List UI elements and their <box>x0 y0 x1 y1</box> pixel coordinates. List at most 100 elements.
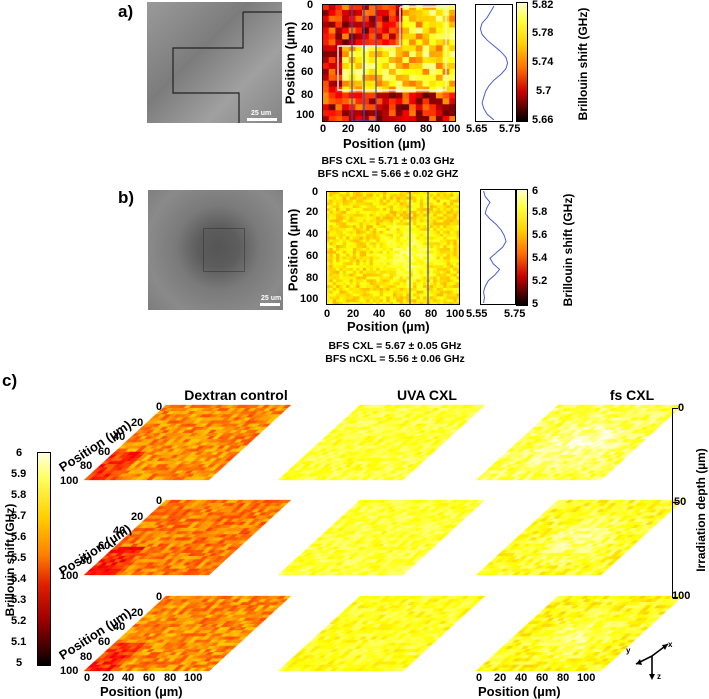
heatmap-b-cell <box>429 222 434 226</box>
heatmap-b-cell <box>389 299 394 303</box>
heatmap-b-cell <box>332 248 337 252</box>
c-r1-ytick-2: 40 <box>113 431 126 443</box>
heatmap-a-cell <box>415 116 423 122</box>
heatmap-a-cell <box>422 92 430 99</box>
heatmap-b-cell <box>453 256 458 260</box>
heatmap-b-cell <box>326 279 330 283</box>
heatmap-b-cell <box>449 242 454 246</box>
heatmap-b-cell <box>376 270 380 275</box>
heatmap-b-cell <box>399 228 404 232</box>
heatmap-b-cell <box>396 259 401 263</box>
heatmap-b-cell <box>372 202 377 206</box>
heatmap-b-cell <box>403 213 407 218</box>
heatmap-b-cell <box>356 230 360 235</box>
heatmap-b-cell <box>336 236 340 240</box>
panel-c-map-r1-c3 <box>475 404 684 481</box>
heatmap-b-cell <box>453 233 458 237</box>
heatmap-b-cell <box>366 285 370 289</box>
c-r1-ytick-0: 0 <box>156 401 163 413</box>
heatmap-b-cell <box>342 253 347 257</box>
heatmap-b-cell <box>376 208 380 212</box>
heatmap-b-cell <box>362 191 367 195</box>
heatmap-b-cell <box>329 293 334 297</box>
panel-b-cbar-tick-5: 5 <box>532 298 539 310</box>
heatmap-b-cell <box>393 267 397 272</box>
heatmap-b-cell <box>433 256 437 260</box>
heatmap-b-cell <box>366 222 370 226</box>
heatmap-b-cell <box>439 228 444 232</box>
c-c1-xtick-3: 60 <box>143 672 156 684</box>
heatmap-b-cell <box>396 245 401 249</box>
heatmap-b-cell <box>369 225 374 229</box>
heatmap-a-cell <box>449 51 456 58</box>
heatmap-b-cell <box>393 239 397 243</box>
heatmap-b-cell <box>403 276 407 280</box>
heatmap-b-cell <box>329 273 334 277</box>
heatmap-b-cell <box>436 236 441 240</box>
heatmap-b-cell <box>332 225 337 229</box>
heatmap-b-cell <box>399 250 404 255</box>
heatmap-a-cell <box>422 116 430 122</box>
heatmap-b-cell <box>366 236 370 240</box>
heatmap-b-cell <box>393 265 397 269</box>
heatmap-b-cell <box>346 267 350 272</box>
heatmap-b-cell <box>356 196 360 200</box>
heatmap-b-cell <box>406 216 411 220</box>
heatmap-b-cell <box>453 205 458 209</box>
heatmap-b-cell <box>342 259 347 263</box>
heatmap-b-cell <box>386 225 391 229</box>
heatmap-a-cell <box>442 98 450 105</box>
heatmap-b-cell <box>332 256 337 260</box>
heatmap-b-cell <box>446 228 451 232</box>
panel-a-profile <box>475 4 513 122</box>
heatmap-b-cell <box>379 210 384 215</box>
heatmap-b-cell <box>439 225 444 229</box>
heatmap-b-cell <box>356 285 360 289</box>
heatmap-b-cell <box>332 230 337 235</box>
heatmap-b-cell <box>336 216 340 220</box>
heatmap-b-cell <box>336 259 340 263</box>
heatmap-b-cell <box>332 216 337 220</box>
heatmap-b-cell <box>329 256 334 260</box>
heatmap-b-cell <box>359 202 364 206</box>
c-r3-ytick-3: 60 <box>98 636 111 648</box>
heatmap-b-cell <box>399 285 404 289</box>
heatmap-b-cell <box>399 256 404 260</box>
heatmap-b-cell <box>329 262 334 266</box>
heatmap-b-cell <box>332 191 337 195</box>
heatmap-b-cell <box>339 279 344 283</box>
heatmap-b-cell <box>346 233 350 237</box>
heatmap-b-cell <box>439 233 444 237</box>
heatmap-b-cell <box>359 205 364 209</box>
heatmap-b-cell <box>453 193 458 198</box>
heatmap-b-cell <box>366 293 370 297</box>
heatmap-b-cell <box>406 296 411 300</box>
heatmap-a-cell <box>429 92 437 99</box>
heatmap-a-cell <box>322 9 330 17</box>
heatmap-b-cell <box>349 299 354 303</box>
heatmap-b-cell <box>349 245 354 249</box>
heatmap-b-cell <box>389 282 394 286</box>
heatmap-b-cell <box>369 273 374 277</box>
heatmap-b-cell <box>369 213 374 218</box>
heatmap-b-cell <box>369 222 374 226</box>
heatmap-b-cell <box>372 191 377 195</box>
heatmap-a-cell <box>335 92 343 99</box>
heatmap-b-cell <box>396 302 401 305</box>
heatmap-b-cell <box>369 193 374 198</box>
heatmap-b-cell <box>349 193 354 198</box>
heatmap-b-cell <box>336 287 340 292</box>
heatmap-b-cell <box>346 270 350 275</box>
heatmap-a-cell <box>382 98 390 105</box>
heatmap-b-cell <box>406 299 411 303</box>
heatmap-b-cell <box>332 193 337 198</box>
heatmap-b-cell <box>366 230 370 235</box>
heatmap-b-cell <box>436 228 441 232</box>
heatmap-b-cell <box>449 193 454 198</box>
heatmap-b-cell <box>446 239 451 243</box>
heatmap-b-cell <box>456 193 460 198</box>
heatmap-b-cell <box>429 285 434 289</box>
heatmap-b-cell <box>386 242 391 246</box>
depth-axis-tick-mid <box>672 502 678 503</box>
panel-b-xtick-5: 100 <box>446 308 465 320</box>
